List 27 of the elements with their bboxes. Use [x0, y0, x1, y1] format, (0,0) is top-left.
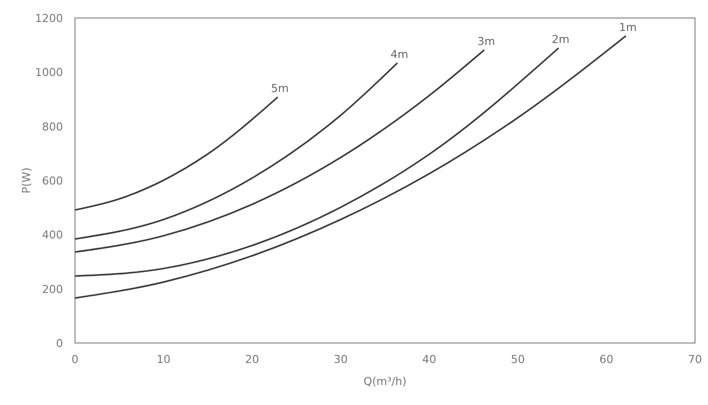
x-tick-label: 70 — [688, 353, 702, 366]
x-tick-label: 30 — [334, 353, 348, 366]
y-tick-label: 0 — [56, 337, 63, 350]
series-label: 1m — [619, 20, 637, 34]
x-tick-label: 20 — [245, 353, 260, 366]
x-tick-label: 10 — [156, 353, 171, 366]
y-tick-label: 200 — [42, 282, 63, 296]
x-tick-label: 60 — [599, 353, 614, 366]
x-tick-label: 50 — [510, 353, 525, 366]
y-axis-title: P(W) — [20, 167, 33, 194]
series-label: 3m — [477, 34, 496, 48]
line-series — [74, 47, 560, 277]
series-label: 4m — [390, 48, 408, 61]
y-tick-label: 400 — [42, 228, 63, 242]
series-label: 5m — [270, 82, 289, 96]
y-tick-label: 800 — [42, 120, 63, 134]
line-series — [74, 62, 398, 240]
y-tick-label: 1200 — [35, 12, 63, 25]
line-series — [74, 96, 279, 211]
x-tick-label: 40 — [422, 353, 436, 366]
y-tick-label: 600 — [42, 174, 63, 188]
x-tick-label: 0 — [72, 353, 78, 366]
y-tick-label: 1000 — [35, 66, 63, 80]
line-series — [74, 49, 485, 253]
line-series — [74, 35, 627, 299]
x-axis-title: Q(m³/h) — [363, 375, 407, 388]
series-label: 2m — [552, 33, 570, 46]
